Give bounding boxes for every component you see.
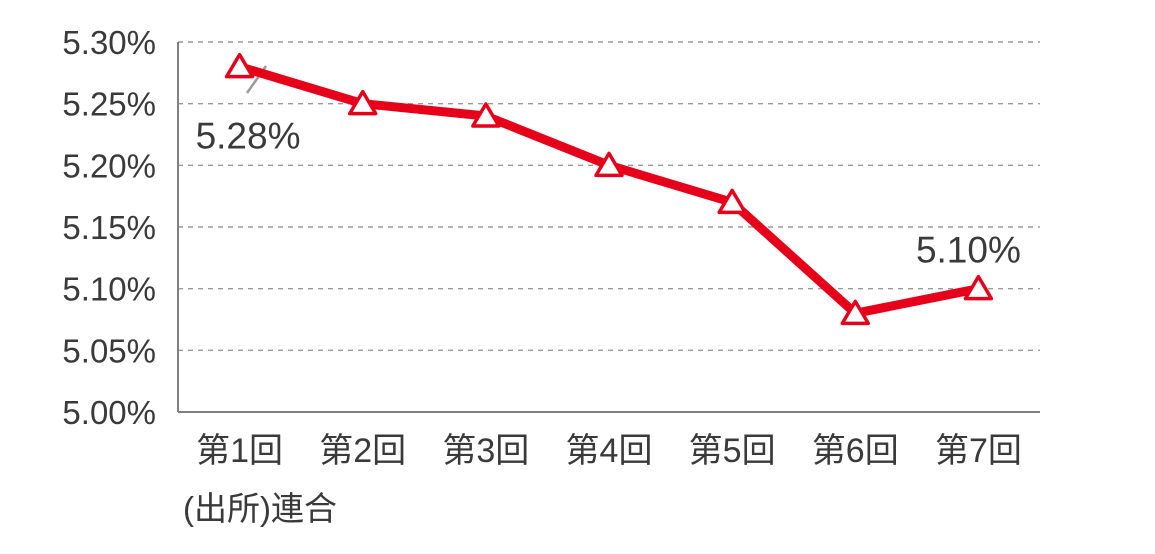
x-tick-label: 第1回 [196,432,283,470]
data-point-marker [594,151,624,178]
data-point-marker [717,188,747,215]
data-point-marker [471,102,501,128]
source-note: (出所)連合 [183,490,337,527]
y-tick-label: 5.05% [62,332,156,369]
y-tick-label: 5.25% [62,86,156,123]
x-tick-label: 第2回 [319,432,406,470]
y-tick-label: 5.30% [62,24,156,61]
data-label-annotation: 5.28% [196,116,301,157]
y-tick-label: 5.00% [62,394,156,431]
x-tick-label: 第3回 [442,432,529,470]
x-tick-label: 第4回 [566,432,653,470]
y-tick-label: 5.10% [62,271,156,308]
x-tick-label: 第7回 [935,432,1022,470]
data-point-marker [347,89,378,116]
x-tick-label: 第6回 [812,432,899,470]
data-point-marker [963,274,994,301]
data-label-annotation: 5.10% [916,230,1021,271]
data-point-marker [224,52,255,79]
y-tick-label: 5.15% [62,209,156,246]
data-point-marker [840,299,871,326]
x-tick-label: 第5回 [689,432,776,470]
y-tick-label: 5.20% [62,147,156,184]
